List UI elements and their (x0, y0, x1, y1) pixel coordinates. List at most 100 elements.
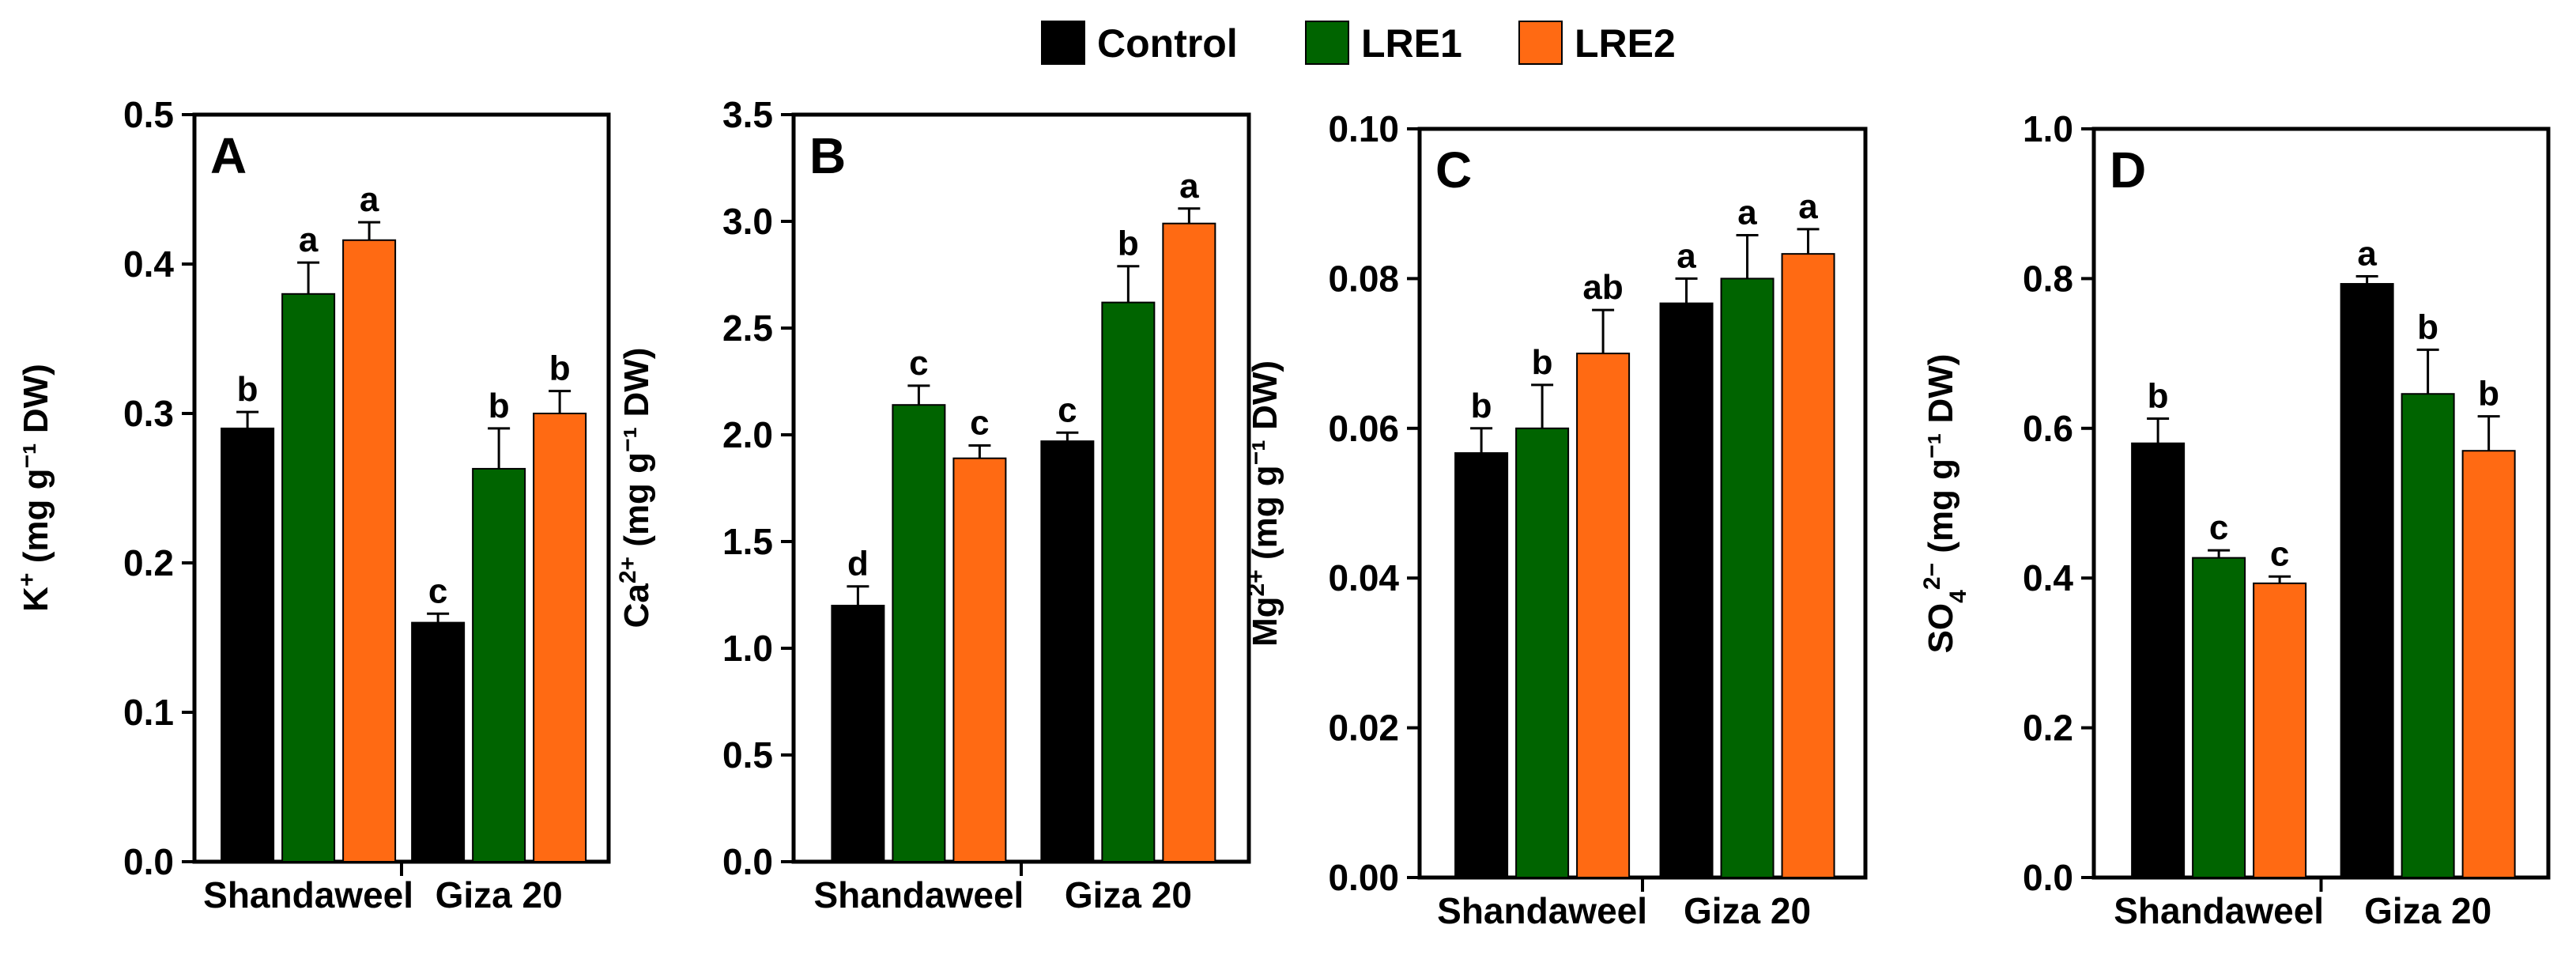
significance-label: c (909, 344, 928, 383)
y-tick-label: 0.0 (2023, 857, 2073, 898)
bar-lre1 (892, 404, 946, 863)
y-tick-label: 0.6 (2023, 408, 2073, 449)
y-tick-label: 0.4 (2023, 557, 2073, 598)
bar-lre1 (1720, 277, 1775, 878)
y-tick-label: 1.0 (722, 628, 773, 669)
bar-lre2 (2461, 450, 2516, 878)
panel-b: 0.0 0.5 1.0 1.5 2.0 2.5 3.0 3.5 Ca2+ (mg g−¹ DW)… (615, 94, 1251, 915)
significance-label: a (1676, 236, 1696, 275)
significance-label: b (1118, 225, 1139, 263)
panel-d: 0.0 0.2 0.4 0.6 0.8 1.0 SO42− (mg g−¹ DW) D Shan… (1919, 108, 2551, 931)
y-axis-label: Mg2+ (mg g−¹ DW) (1243, 360, 1285, 647)
bar-control (2131, 442, 2186, 878)
significance-label: c (428, 572, 447, 610)
bar-control (1040, 440, 1095, 863)
panel-letter: C (1435, 142, 1472, 198)
bar-lre1 (2401, 393, 2455, 879)
y-tick-label: 0.0 (722, 841, 773, 882)
bar-control (221, 427, 275, 863)
y-tick-label: 0.4 (123, 243, 174, 285)
bar-lre2 (533, 413, 587, 863)
y-tick-label: 0.10 (1328, 108, 1399, 149)
bar-lre1 (1101, 301, 1156, 863)
significance-label: b (549, 349, 571, 388)
y-tick-label: 0.04 (1328, 557, 1399, 598)
legend-label-lre2: LRE2 (1575, 21, 1676, 66)
y-tick-label: 0.2 (2023, 708, 2073, 749)
legend-swatch-lre1 (1305, 21, 1349, 65)
x-category-label: Shandaweel (813, 874, 1024, 915)
x-category-label: Giza 20 (436, 874, 563, 915)
bar-lre2 (342, 239, 397, 863)
y-tick-label: 3.0 (722, 201, 773, 242)
significance-label: b (2478, 375, 2499, 413)
bar-lre2 (2253, 582, 2307, 878)
x-category-label: Shandaweel (203, 874, 413, 915)
panel-letter: A (210, 127, 247, 184)
y-tick-label: 0.2 (123, 542, 174, 583)
y-tick-label: 3.5 (722, 94, 773, 135)
y-tick-label: 0.02 (1328, 708, 1399, 749)
y-tick-label: 1.0 (2023, 108, 2073, 149)
panel-letter: D (2110, 142, 2146, 198)
significance-label: d (847, 545, 869, 583)
significance-label: a (299, 221, 319, 259)
bar-control (1659, 302, 1714, 878)
significance-label: b (2148, 376, 2169, 415)
y-tick-label: 0.5 (123, 94, 174, 135)
significance-label: a (2357, 235, 2377, 274)
y-tick-label: 0.00 (1328, 857, 1399, 898)
significance-label: c (2209, 508, 2228, 547)
x-category-label: Giza 20 (2364, 890, 2491, 931)
significance-label: b (237, 370, 258, 409)
significance-label: a (1179, 167, 1199, 206)
legend-swatch-control (1041, 21, 1085, 65)
significance-label: b (1532, 343, 1553, 382)
legend-label-lre1: LRE1 (1361, 21, 1462, 66)
y-tick-label: 0.1 (123, 692, 174, 733)
y-tick-label: 0.5 (722, 734, 773, 776)
bar-lre2 (1781, 253, 1835, 878)
significance-label: c (2270, 534, 2289, 573)
y-tick-label: 1.5 (722, 521, 773, 562)
bar-lre1 (1515, 427, 1570, 878)
significance-label: c (1058, 391, 1077, 429)
x-category-label: Shandaweel (1437, 890, 1647, 931)
panel-letter: B (809, 127, 846, 184)
panel-a: 0.0 0.1 0.2 0.3 0.4 0.5 K+ (mg g−¹ DW) A Shandaw… (14, 94, 611, 915)
significance-label: b (488, 387, 510, 425)
y-axis-label: K+ (mg g−¹ DW) (14, 364, 56, 612)
legend-swatch-lre2 (1518, 21, 1563, 65)
bar-control (2340, 283, 2394, 878)
y-axis-label: SO42− (mg g−¹ DW) (1919, 354, 1971, 654)
bar-lre1 (472, 467, 526, 863)
bar-control (1454, 452, 1509, 878)
bar-control (831, 605, 885, 863)
significance-label: b (1471, 387, 1492, 425)
y-tick-label: 0.0 (123, 841, 174, 882)
bar-lre1 (281, 293, 336, 863)
significance-label: a (360, 180, 379, 219)
bar-control (411, 621, 466, 863)
significance-label: c (970, 404, 989, 443)
y-tick-label: 0.3 (123, 393, 174, 434)
significance-label: ab (1582, 268, 1623, 307)
bar-lre2 (952, 457, 1007, 863)
y-axis-label: Ca2+ (mg g−¹ DW) (615, 348, 657, 628)
significance-label: a (1798, 187, 1818, 226)
y-tick-label: 0.8 (2023, 258, 2073, 299)
legend-label-control: Control (1097, 21, 1238, 66)
y-tick-label: 0.06 (1328, 408, 1399, 449)
bar-lre2 (1576, 353, 1631, 879)
panel-c: 0.00 0.02 0.04 0.06 0.08 0.10 Mg2+ (mg g−¹ DW)… (1243, 108, 1868, 931)
y-tick-label: 0.08 (1328, 258, 1399, 299)
x-category-label: Shandaweel (2114, 890, 2324, 931)
bar-lre2 (1162, 222, 1216, 863)
significance-label: a (1737, 193, 1757, 232)
y-tick-label: 2.0 (722, 414, 773, 455)
significance-label: b (2417, 308, 2438, 346)
bar-lre1 (2192, 557, 2246, 878)
x-category-label: Giza 20 (1065, 874, 1192, 915)
legend: Control LRE1 LRE2 (1041, 21, 1676, 66)
